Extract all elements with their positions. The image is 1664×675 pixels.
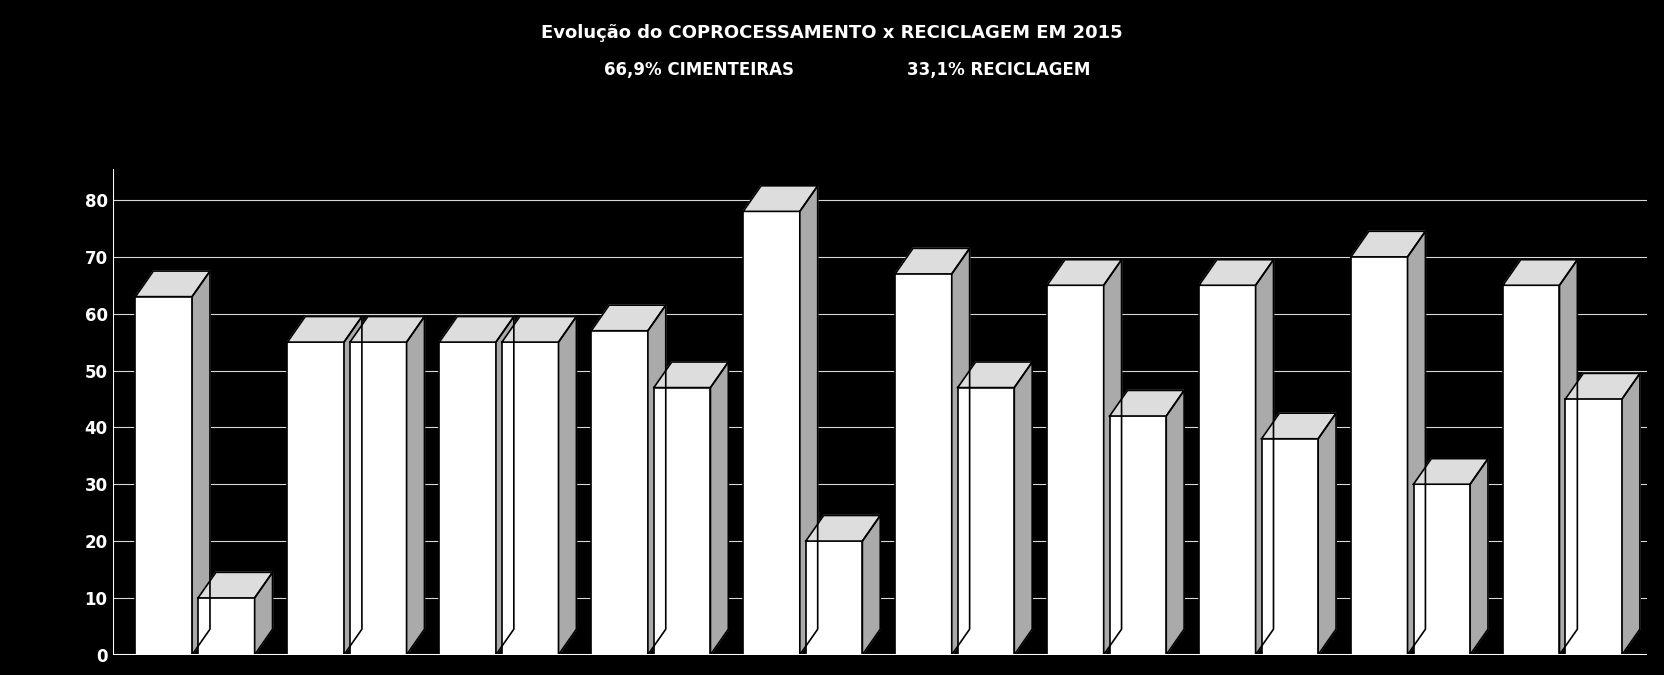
Polygon shape bbox=[711, 362, 729, 655]
Bar bbox=[135, 296, 191, 655]
Polygon shape bbox=[1166, 390, 1185, 655]
Polygon shape bbox=[958, 362, 1032, 387]
Polygon shape bbox=[1622, 373, 1641, 655]
Bar bbox=[1413, 484, 1469, 655]
Polygon shape bbox=[1261, 413, 1336, 439]
Bar bbox=[591, 331, 647, 655]
Polygon shape bbox=[496, 317, 514, 655]
Polygon shape bbox=[744, 186, 817, 211]
Polygon shape bbox=[503, 317, 576, 342]
Polygon shape bbox=[805, 516, 880, 541]
Bar bbox=[288, 342, 344, 655]
Polygon shape bbox=[654, 362, 729, 387]
Bar bbox=[503, 342, 559, 655]
Text: 66,9% CIMENTEIRAS: 66,9% CIMENTEIRAS bbox=[604, 61, 794, 79]
Polygon shape bbox=[344, 317, 361, 655]
Polygon shape bbox=[1559, 260, 1577, 655]
Bar bbox=[1261, 439, 1318, 655]
Polygon shape bbox=[895, 248, 970, 274]
Polygon shape bbox=[439, 317, 514, 342]
Bar bbox=[1110, 416, 1166, 655]
Polygon shape bbox=[591, 305, 666, 331]
Polygon shape bbox=[406, 317, 424, 655]
Polygon shape bbox=[198, 572, 273, 598]
Text: Evolução do COPROCESSAMENTO x RECICLAGEM EM 2015: Evolução do COPROCESSAMENTO x RECICLAGEM… bbox=[541, 24, 1123, 42]
Polygon shape bbox=[288, 317, 361, 342]
Polygon shape bbox=[1256, 260, 1273, 655]
Text: 33,1% RECICLAGEM: 33,1% RECICLAGEM bbox=[907, 61, 1090, 79]
Bar bbox=[744, 211, 800, 655]
Bar bbox=[1566, 399, 1622, 655]
Bar bbox=[198, 598, 255, 655]
Polygon shape bbox=[1351, 232, 1426, 257]
Polygon shape bbox=[1413, 458, 1488, 484]
Polygon shape bbox=[191, 271, 210, 655]
Bar bbox=[958, 387, 1015, 655]
Polygon shape bbox=[1566, 373, 1641, 399]
Polygon shape bbox=[1200, 260, 1273, 286]
Bar bbox=[439, 342, 496, 655]
Polygon shape bbox=[1503, 260, 1577, 286]
Polygon shape bbox=[559, 317, 576, 655]
Polygon shape bbox=[952, 248, 970, 655]
Polygon shape bbox=[135, 271, 210, 296]
Polygon shape bbox=[1408, 232, 1426, 655]
Polygon shape bbox=[1103, 260, 1122, 655]
Bar bbox=[1047, 286, 1103, 655]
Polygon shape bbox=[349, 317, 424, 342]
Polygon shape bbox=[647, 305, 666, 655]
Bar bbox=[349, 342, 406, 655]
Bar bbox=[1351, 257, 1408, 655]
Polygon shape bbox=[1047, 260, 1122, 286]
Polygon shape bbox=[1469, 458, 1488, 655]
Polygon shape bbox=[800, 186, 817, 655]
Bar bbox=[1503, 286, 1559, 655]
Bar bbox=[654, 387, 711, 655]
Polygon shape bbox=[255, 572, 273, 655]
Polygon shape bbox=[862, 516, 880, 655]
Polygon shape bbox=[1318, 413, 1336, 655]
Polygon shape bbox=[1110, 390, 1185, 416]
Bar bbox=[805, 541, 862, 655]
Bar bbox=[895, 274, 952, 655]
Polygon shape bbox=[1015, 362, 1032, 655]
Bar bbox=[1200, 286, 1256, 655]
